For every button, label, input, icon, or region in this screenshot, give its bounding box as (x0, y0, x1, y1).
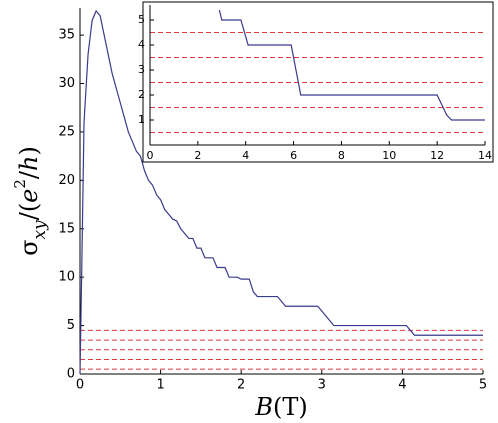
y-tick-label: 4 (138, 38, 145, 51)
y-label-part: σ (15, 239, 43, 255)
y-tick-label: 20 (58, 173, 75, 188)
x-tick-label: 2 (237, 378, 245, 393)
x-tick-label: 1 (156, 378, 164, 393)
x-tick-label: 14 (478, 149, 492, 162)
y-tick-label: 30 (58, 76, 75, 91)
y-tick-label: 25 (58, 124, 75, 139)
data-line (218, 9, 485, 121)
x-tick-label: 3 (318, 378, 326, 393)
x-tick-label: 4 (242, 149, 249, 162)
y-tick-label: 0 (67, 367, 75, 382)
x-label-part: B (254, 393, 273, 421)
data-line (79, 9, 483, 375)
y-label-part: xy (30, 220, 50, 240)
y-label-part: h (15, 156, 43, 171)
y-label-part: / (15, 170, 43, 179)
x-tick-label: 0 (76, 378, 84, 393)
y-axis-label: σxy/(e2/h) (11, 146, 50, 256)
y-tick-label: 15 (58, 221, 75, 236)
x-tick-label: 0 (147, 149, 154, 162)
y-tick-label: 3 (138, 63, 145, 76)
y-tick-label: 2 (138, 88, 145, 101)
y-tick-label: 35 (58, 28, 75, 43)
y-label-part: /( (15, 203, 43, 220)
y-tick-label: 10 (58, 270, 75, 285)
x-tick-label: 6 (290, 149, 297, 162)
x-tick-label: 2 (194, 149, 201, 162)
y-tick-label: 1 (138, 113, 145, 126)
y-tick-label: 5 (67, 318, 75, 333)
x-axis-label: B(T) (254, 393, 307, 421)
y-label-part: ) (15, 146, 43, 155)
x-tick-label: 10 (382, 149, 396, 162)
x-tick-label: 5 (479, 378, 487, 393)
x-tick-label: 12 (430, 149, 444, 162)
y-label-part: 2 (11, 179, 29, 189)
x-tick-label: 4 (398, 378, 406, 393)
x-tick-label: 8 (338, 149, 345, 162)
x-label-part: (T) (273, 393, 308, 421)
y-label-part: e (15, 189, 43, 203)
y-tick-label: 5 (138, 13, 145, 26)
